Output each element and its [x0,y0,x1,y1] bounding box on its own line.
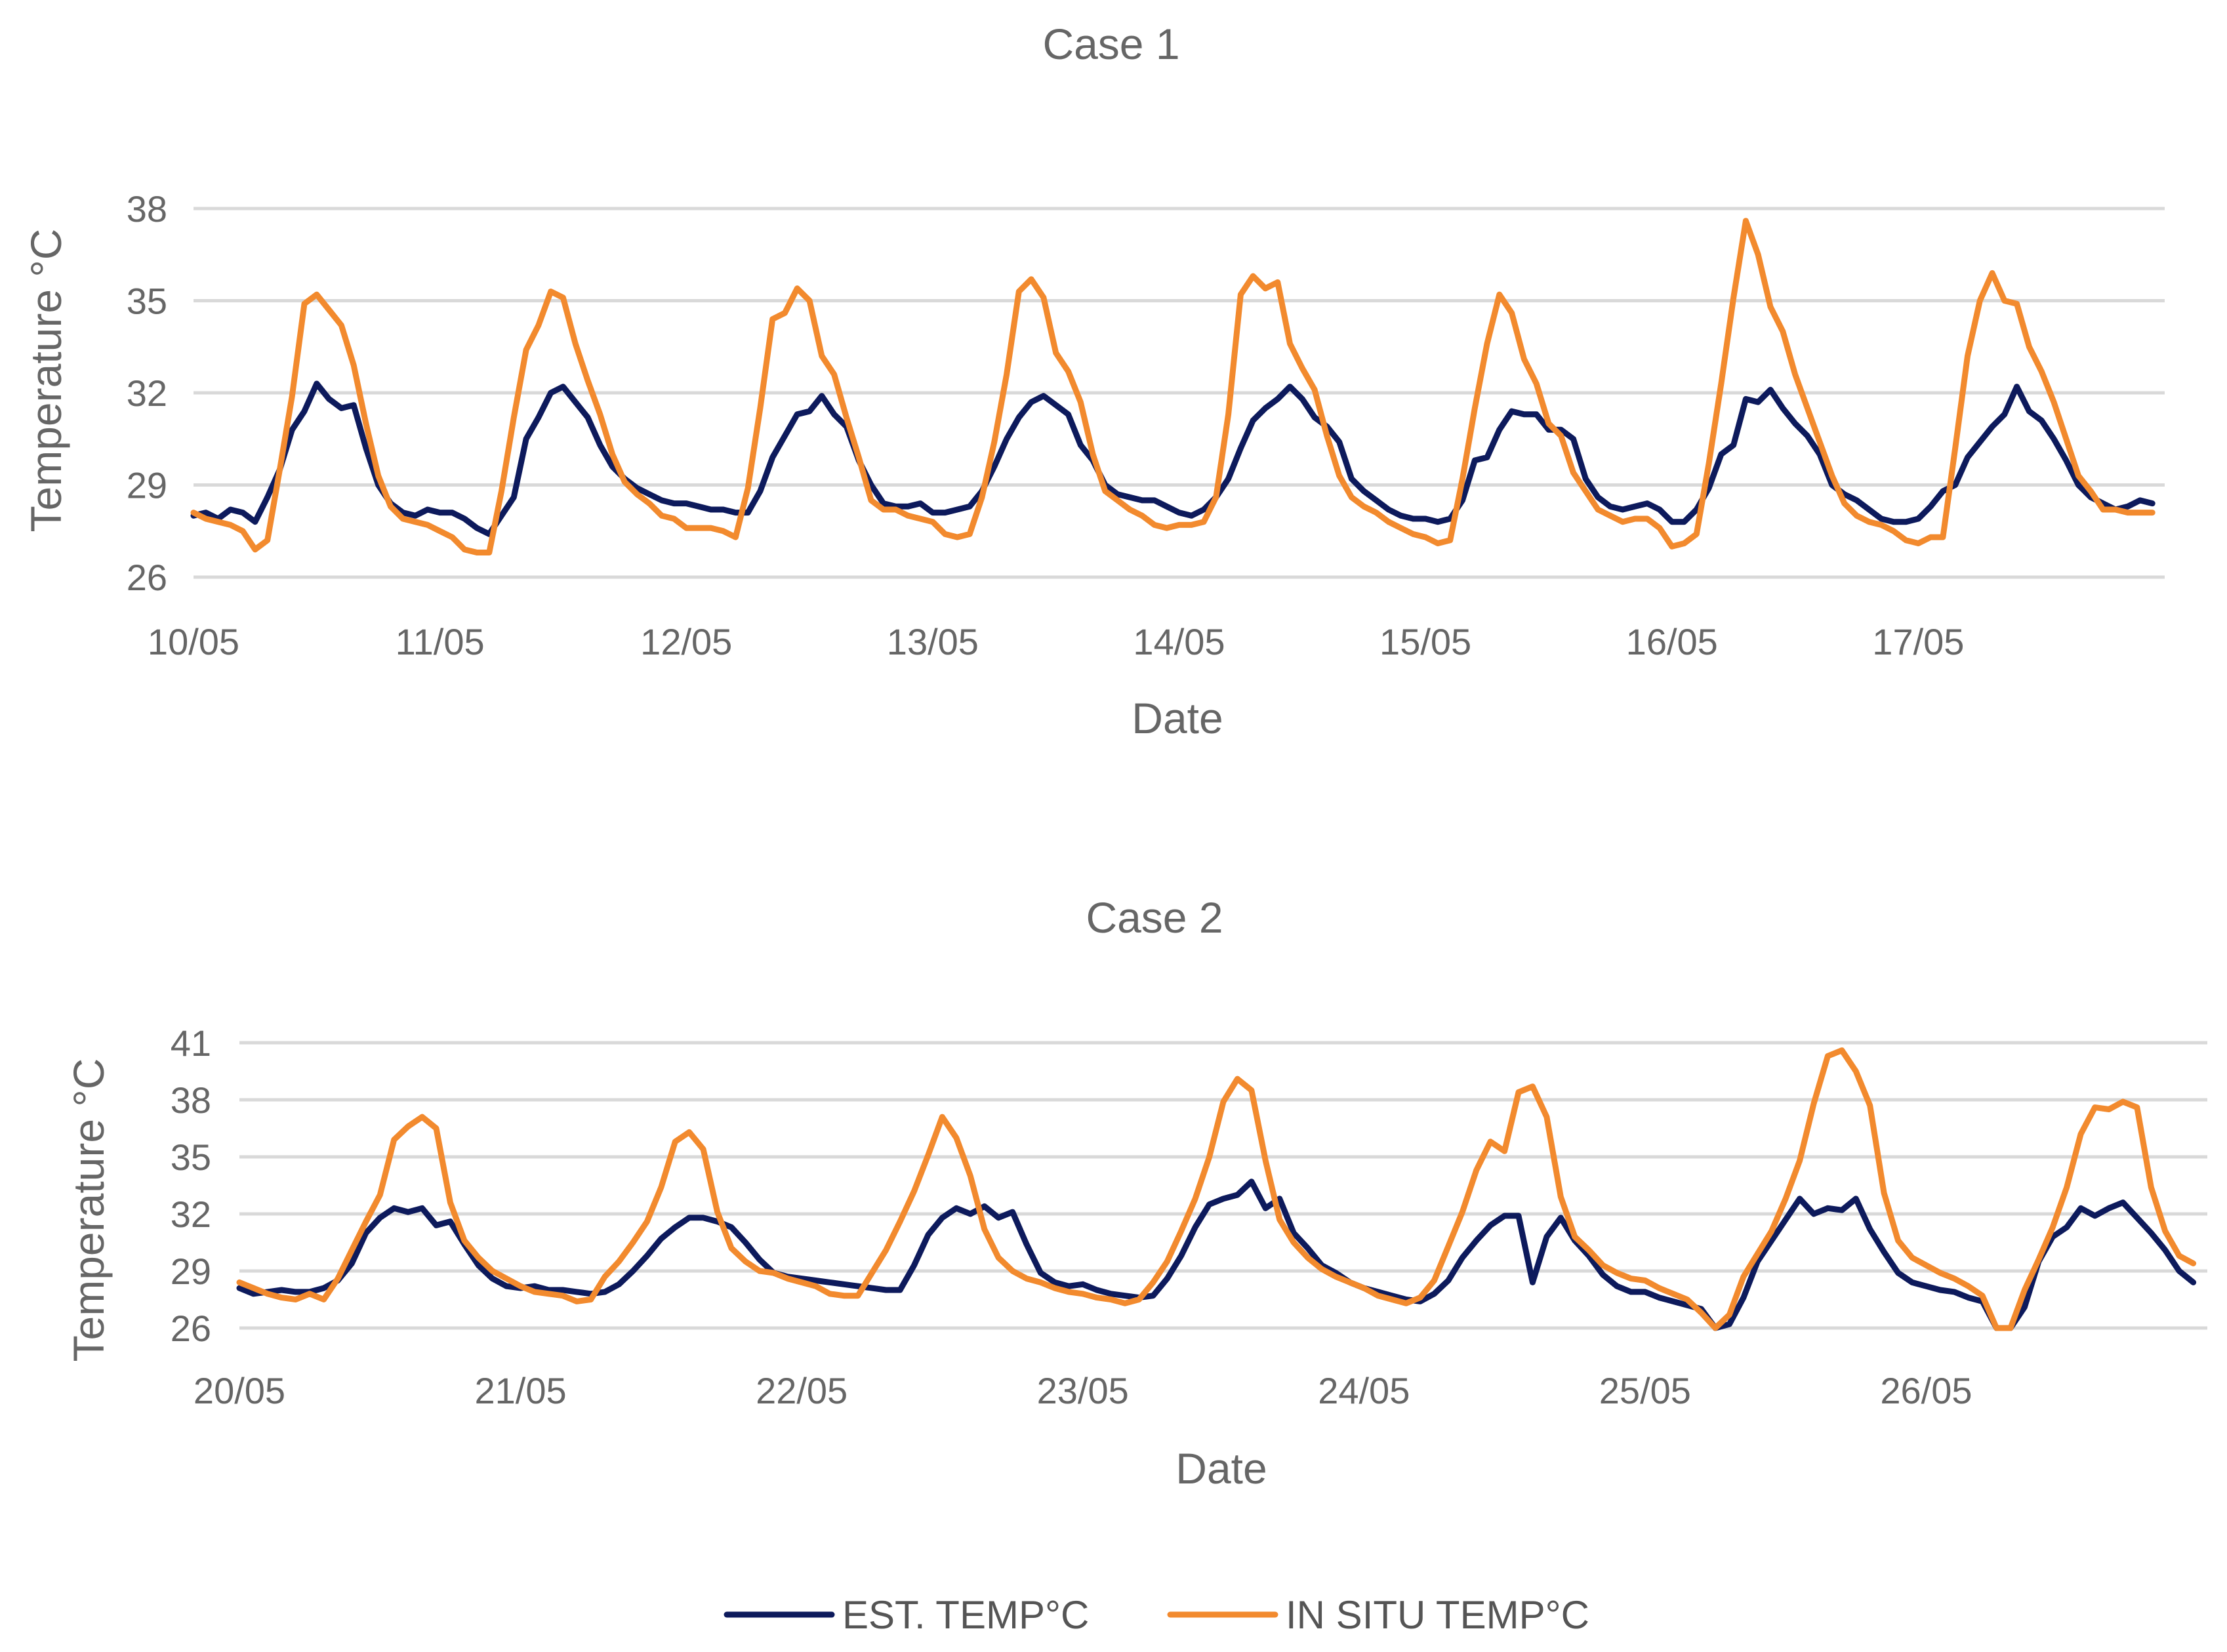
y-tick-label: 29 [127,465,167,506]
x-axis-title-case-2: Date [1175,1444,1267,1493]
x-tick-label: 15/05 [1379,621,1471,662]
x-tick-label: 13/05 [887,621,979,662]
y-tick-label: 38 [127,188,167,230]
x-tick-label: 21/05 [475,1370,567,1411]
x-tick-label: 25/05 [1599,1370,1691,1411]
y-tick-label: 26 [127,557,167,598]
x-tick-label: 11/05 [396,621,485,662]
series-line-in-situ-temp [190,218,2155,555]
y-tick-label: 26 [171,1308,211,1349]
chart-case-1: Case 1 26 29 32 35 38 10/05 11/05 12/05 13/05 14… [22,20,2165,742]
y-tick-label: 41 [171,1022,211,1064]
x-tick-label: 10/05 [148,621,239,662]
series-line-est-temp [190,380,2155,537]
legend-est-label: EST. TEMP°C [842,1593,1089,1637]
series-line-in-situ-temp [236,1047,2197,1331]
chart-title-case-2: Case 2 [1086,893,1223,942]
x-tick-label: 14/05 [1133,621,1225,662]
y-tick-label: 35 [127,281,167,322]
y-tick-label: 38 [171,1079,211,1121]
legend: EST. TEMP°C IN SITU TEMP°C [724,1593,1589,1637]
y-tick-label: 35 [171,1137,211,1178]
series-group-case-1 [190,218,2155,555]
chart-case-2: Case 2 26 29 32 35 38 41 20/05 21/05 22/05 23/05… [64,893,2207,1493]
x-tick-label: 17/05 [1872,621,1964,662]
y-tick-labels-case-2: 26 29 32 35 38 41 [171,1022,211,1349]
x-tick-label: 24/05 [1318,1370,1410,1411]
y-axis-title-case-1: Temperature °C [22,229,70,533]
y-tick-label: 32 [171,1194,211,1235]
x-tick-label: 26/05 [1880,1370,1972,1411]
chart-title-case-1: Case 1 [1042,20,1179,68]
series-group-case-2 [236,1047,2197,1331]
legend-insitu-label: IN SITU TEMP°C [1286,1593,1589,1637]
y-tick-label: 32 [127,373,167,414]
x-tick-label: 23/05 [1037,1370,1129,1411]
series-line-est-temp [236,1179,2197,1331]
y-tick-label: 29 [171,1251,211,1292]
x-tick-label: 12/05 [640,621,732,662]
x-tick-label: 22/05 [756,1370,848,1411]
y-axis-title-case-2: Temperature °C [64,1058,113,1362]
x-tick-labels-case-2: 20/05 21/05 22/05 23/05 24/05 25/05 26/05 [194,1370,1972,1411]
x-tick-label: 16/05 [1626,621,1718,662]
x-tick-labels-case-1: 10/05 11/05 12/05 13/05 14/05 15/05 16/05 17/05 [148,621,1965,662]
x-axis-title-case-1: Date [1132,694,1223,742]
y-tick-labels-case-1: 26 29 32 35 38 [127,188,167,598]
x-tick-label: 20/05 [194,1370,285,1411]
